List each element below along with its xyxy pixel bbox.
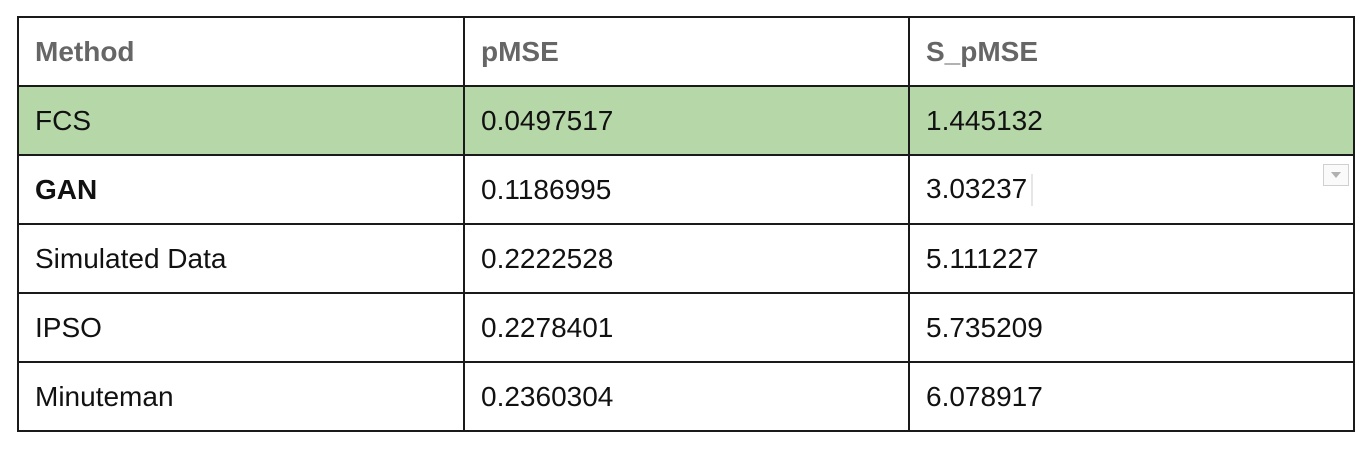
table-row-ipso: IPSO 0.2278401 5.735209 [17, 292, 1355, 363]
cell-spmse[interactable]: 5.735209 [908, 292, 1355, 363]
cell-spmse[interactable]: 1.445132 [908, 85, 1355, 156]
cell-pmse[interactable]: 0.2278401 [463, 292, 910, 363]
header-row: Method pMSE S_pMSE [17, 16, 1355, 87]
cell-method[interactable]: FCS [17, 85, 465, 156]
table-row-gan: GAN 0.1186995 3.03237 [17, 154, 1355, 225]
header-cell-method[interactable]: Method [17, 16, 465, 87]
cell-spmse-value: 3.03237 [926, 172, 1028, 204]
table-row-fcs: FCS 0.0497517 1.445132 [17, 85, 1355, 156]
cell-method[interactable]: GAN [17, 154, 465, 225]
cell-spmse-active[interactable]: 3.03237 [908, 154, 1355, 225]
header-cell-spmse[interactable]: S_pMSE [908, 16, 1355, 87]
data-table: Method pMSE S_pMSE FCS 0.0497517 1.44513… [17, 16, 1355, 432]
cell-pmse[interactable]: 0.2222528 [463, 223, 910, 294]
cell-pmse[interactable]: 0.1186995 [463, 154, 910, 225]
text-cursor [1031, 174, 1034, 207]
cell-spmse[interactable]: 6.078917 [908, 361, 1355, 432]
cell-method[interactable]: Simulated Data [17, 223, 465, 294]
table-row-simulated-data: Simulated Data 0.2222528 5.111227 [17, 223, 1355, 294]
cell-spmse[interactable]: 5.111227 [908, 223, 1355, 294]
table-row-minuteman: Minuteman 0.2360304 6.078917 [17, 361, 1355, 432]
cell-method[interactable]: Minuteman [17, 361, 465, 432]
cell-method[interactable]: IPSO [17, 292, 465, 363]
header-cell-pmse[interactable]: pMSE [463, 16, 910, 87]
cell-pmse[interactable]: 0.2360304 [463, 361, 910, 432]
cell-pmse[interactable]: 0.0497517 [463, 85, 910, 156]
chevron-down-icon[interactable] [1323, 164, 1349, 186]
